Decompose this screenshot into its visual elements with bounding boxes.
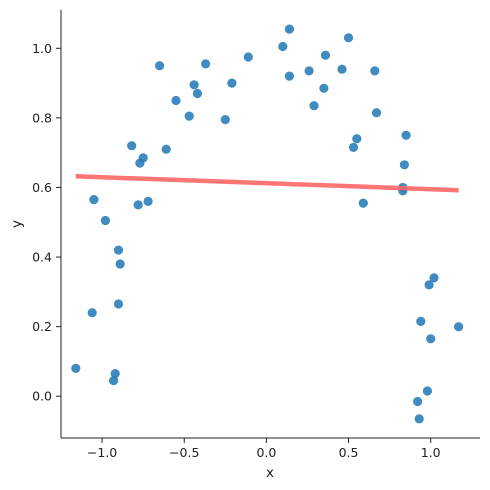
scatter-point bbox=[189, 80, 199, 90]
scatter-point bbox=[161, 144, 171, 154]
scatter-point bbox=[113, 245, 124, 255]
scatter-point bbox=[370, 66, 380, 76]
y-tick-label: 0.0 bbox=[32, 389, 52, 404]
scatter-point bbox=[424, 280, 434, 290]
scatter-point bbox=[192, 88, 202, 99]
scatter-point bbox=[220, 115, 230, 125]
regression-line-layer bbox=[75, 174, 459, 193]
scatter-point bbox=[337, 64, 347, 74]
scatter-point bbox=[143, 196, 153, 206]
y-tick-label: 0.4 bbox=[32, 250, 52, 265]
scatter-point bbox=[184, 111, 194, 121]
scatter-point bbox=[413, 396, 423, 407]
y-tick-label: 0.8 bbox=[32, 110, 52, 125]
scatter-point bbox=[401, 130, 411, 140]
scatter-points bbox=[71, 24, 464, 424]
y-tick-label: 1.0 bbox=[32, 41, 52, 56]
x-tick-label: −0.5 bbox=[169, 445, 199, 460]
x-tick-label: 0.0 bbox=[256, 445, 276, 460]
regression-line bbox=[75, 174, 459, 193]
scatter-point bbox=[127, 141, 137, 151]
scatter-point bbox=[71, 363, 81, 373]
scatter-point bbox=[284, 71, 294, 81]
scatter-point bbox=[133, 200, 143, 210]
scatter-point bbox=[352, 134, 362, 144]
x-axis-label: x bbox=[266, 465, 274, 481]
scatter-point bbox=[348, 142, 359, 152]
scatter-point bbox=[358, 198, 368, 208]
scatter-point bbox=[171, 95, 181, 106]
scatter-point bbox=[319, 83, 329, 93]
scatter-point bbox=[284, 24, 294, 34]
scatter-point bbox=[399, 160, 409, 170]
scatter-point bbox=[414, 414, 424, 424]
scatter-point bbox=[100, 215, 110, 226]
scatter-point bbox=[416, 316, 426, 326]
scatter-point bbox=[155, 61, 165, 71]
scatter-point bbox=[426, 334, 436, 344]
x-tick-label: −1.0 bbox=[87, 445, 117, 460]
x-tick-label: 0.5 bbox=[339, 445, 359, 460]
scatter-point bbox=[422, 386, 432, 396]
scatter-point bbox=[243, 52, 253, 62]
scatter-point bbox=[278, 41, 288, 52]
scatter-point bbox=[371, 108, 382, 118]
scatter-point bbox=[89, 195, 99, 205]
y-axis-label: y bbox=[9, 220, 25, 228]
scatter-point bbox=[201, 59, 211, 69]
scatter-point bbox=[115, 259, 125, 269]
y-tick-label: 0.2 bbox=[32, 319, 52, 334]
scatter-point bbox=[138, 153, 148, 163]
scatter-point bbox=[110, 369, 120, 379]
scatter-point bbox=[87, 308, 97, 318]
scatter-point bbox=[113, 299, 124, 309]
scatter-point bbox=[304, 66, 314, 76]
x-tick-label: 1.0 bbox=[421, 445, 441, 460]
scatter-point bbox=[343, 33, 354, 43]
scatter-point bbox=[429, 273, 439, 283]
y-tick-label: 0.6 bbox=[32, 180, 52, 195]
scatter-point bbox=[320, 50, 331, 60]
scatter-point bbox=[454, 322, 464, 332]
x-axis-ticks: −1.0 −0.5 0.0 0.5 1.0 bbox=[87, 438, 441, 460]
scatter-point bbox=[309, 101, 319, 111]
scatter-point bbox=[109, 376, 119, 386]
y-axis-ticks: 0.0 0.2 0.4 0.6 0.8 1.0 bbox=[32, 41, 61, 404]
scatter-point bbox=[227, 78, 237, 88]
